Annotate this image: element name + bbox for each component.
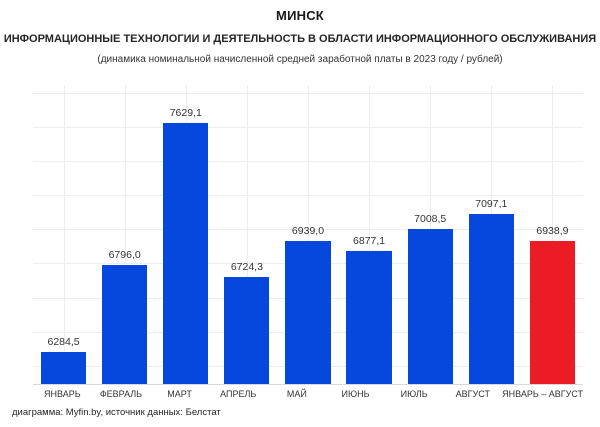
x-axis-label-0: ЯНВАРЬ: [44, 389, 81, 399]
footer-credit: диаграмма: Myfin.by, источник данных: Бе…: [12, 407, 221, 418]
bar-group-5: 6877,1: [339, 85, 400, 384]
bar-group-8: 6938,9: [522, 85, 583, 384]
x-axis-label-8: ЯНВАРЬ – АВГУСТ: [502, 389, 584, 399]
x-axis-label-1: ФЕВРАЛЬ: [99, 389, 143, 399]
bar-value-label-3: 6724,3: [230, 261, 263, 274]
x-axis-label-5: ИЮНЬ: [341, 389, 370, 399]
chart-caption: (динамика номинальной начисленной средне…: [97, 54, 503, 65]
bar-value-label-5: 6877,1: [353, 235, 386, 248]
bar-value-label-4: 6939,0: [291, 224, 325, 237]
v-gridline: [124, 85, 126, 384]
bar-group-3: 6724,3: [216, 85, 277, 384]
bar-3: 6724,3: [224, 261, 270, 384]
v-gridline: [308, 85, 309, 384]
bar-value-label-0: 6284,5: [47, 336, 80, 349]
bar-6: 7008,5: [407, 213, 453, 384]
bar-group-7: 7097,1: [461, 85, 522, 384]
v-gridline: [369, 85, 371, 384]
x-axis: ЯНВАРЬ ФЕВРАЛЬ МАРТ АПРЕЛЬ МАЙ ИЮНЬ ИЮЛЬ АВГУСТ…: [33, 389, 583, 399]
bars-row: 6284,5 6796,0 7629,1 6724,3 6939,0 6877,1 7008…: [33, 85, 583, 384]
bar-group-2: 7629,1: [155, 85, 216, 384]
chart-title: МИНСК: [276, 8, 324, 23]
bar-value-label-7: 7097,1: [475, 197, 508, 210]
bar-0: 6284,5: [40, 336, 87, 384]
x-axis-label-2: МАРТ: [167, 389, 192, 399]
v-gridline: [552, 85, 554, 384]
bar-value-label-1: 6796,0: [108, 249, 141, 262]
bar-group-0: 6284,5: [33, 85, 94, 384]
x-axis-label-4: МАЙ: [286, 389, 307, 399]
bar-4: 6939,0: [285, 225, 331, 384]
bar-2: 7629,1: [163, 107, 209, 384]
bar-5: 6877,1: [346, 235, 392, 384]
x-axis-label-6: ИЮЛЬ: [400, 389, 428, 399]
chart-subtitle: ИНФОРМАЦИОННЫЕ ТЕХНОЛОГИИ И ДЕЯТЕЛЬНОСТЬ…: [3, 33, 597, 45]
bar-group-6: 7008,5: [400, 85, 461, 384]
x-axis-label-7: АВГУСТ: [455, 389, 490, 399]
bar-group-4: 6939,0: [277, 85, 338, 384]
plot-area: 6284,5 6796,0 7629,1 6724,3 6939,0 6877,1 7008…: [33, 85, 583, 385]
bar-value-label-2: 7629,1: [169, 106, 202, 119]
v-gridline: [63, 85, 65, 384]
bar-value-label-6: 7008,5: [414, 212, 447, 225]
bar-8: 6938,9: [529, 225, 576, 384]
bar-value-label-8: 6938,9: [536, 224, 569, 237]
bar-group-1: 6796,0: [94, 85, 155, 384]
v-gridline: [246, 85, 248, 384]
x-axis-label-3: АПРЕЛЬ: [220, 389, 257, 399]
bar-7: 7097,1: [468, 198, 514, 384]
bar-1: 6796,0: [102, 249, 148, 384]
